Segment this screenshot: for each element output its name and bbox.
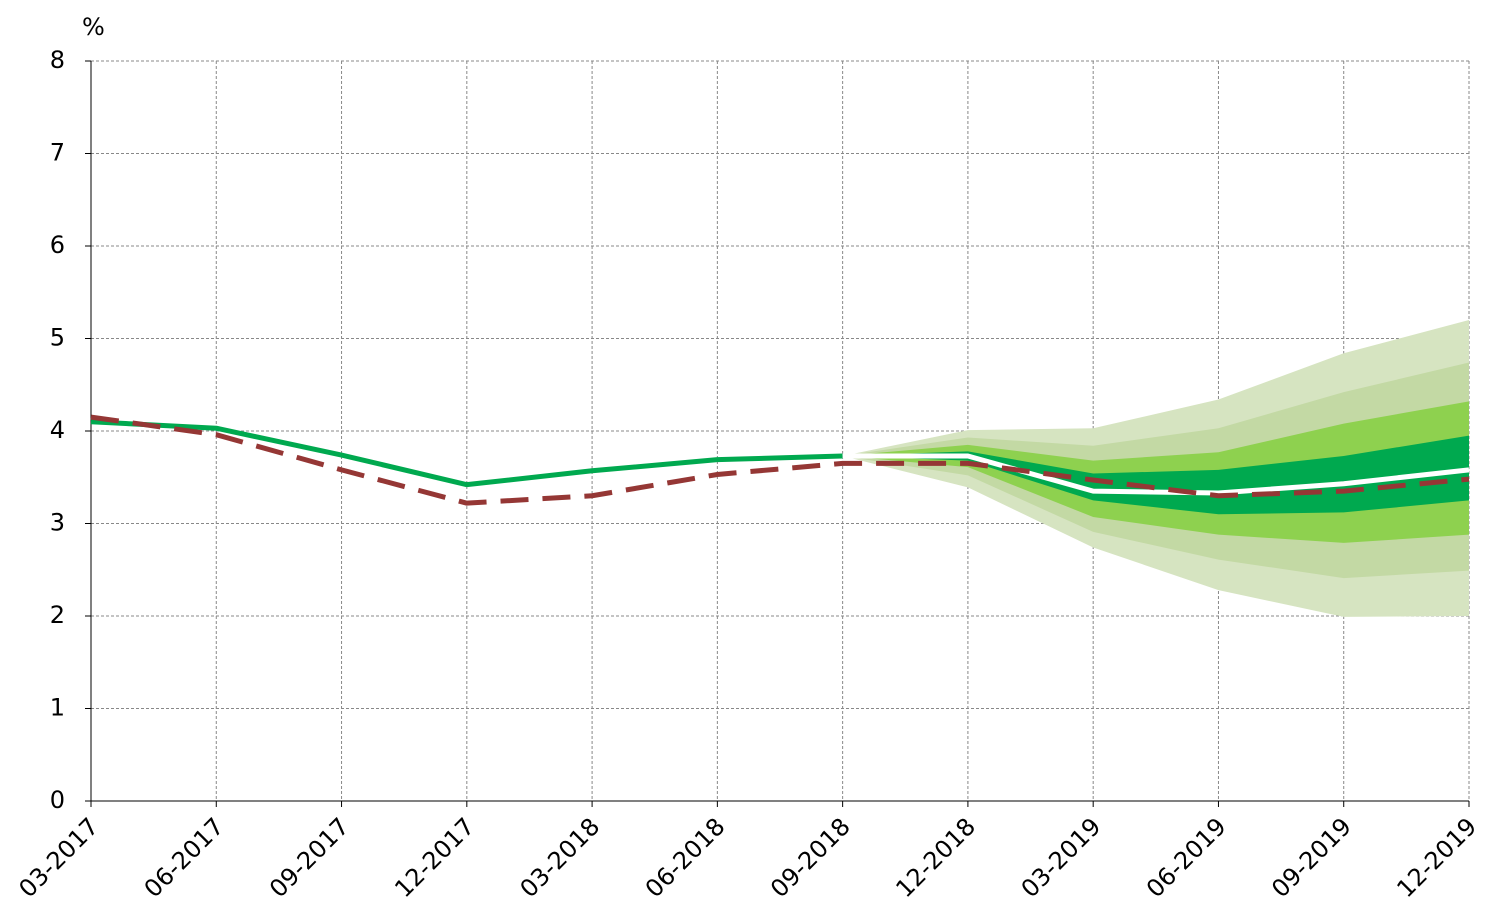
x-tick-label: 12-2018 [890, 812, 981, 903]
x-tick-label: 03-2018 [515, 812, 606, 903]
y-tick-label: 6 [50, 231, 65, 259]
y-tick-label: 1 [50, 694, 65, 722]
x-tick-label: 09-2017 [264, 812, 355, 903]
series-line [842, 453, 1470, 496]
x-tick-label: 12-2017 [389, 812, 480, 903]
x-tick-label: 09-2019 [1266, 812, 1357, 903]
y-tick-label: 2 [50, 601, 65, 629]
series-line [90, 414, 1470, 506]
x-tick-label: 06-2017 [139, 812, 230, 903]
x-tick-label: 09-2018 [765, 812, 856, 903]
x-tick-label: 03-2019 [1016, 812, 1107, 903]
series-line [90, 419, 843, 488]
x-tick-label: 12-2019 [1391, 812, 1482, 903]
x-tick-label: 06-2019 [1141, 812, 1232, 903]
y-tick-label: 7 [50, 139, 65, 167]
y-tick-label: 5 [50, 324, 65, 352]
x-tick-label: 06-2018 [640, 812, 731, 903]
y-tick-label: 0 [50, 786, 65, 814]
y-axis-label: % [82, 13, 105, 41]
x-tick-label: 03-2017 [13, 812, 104, 903]
y-tick-label: 3 [50, 509, 65, 537]
y-tick-label: 8 [50, 46, 65, 74]
y-tick-label: 4 [50, 416, 65, 444]
